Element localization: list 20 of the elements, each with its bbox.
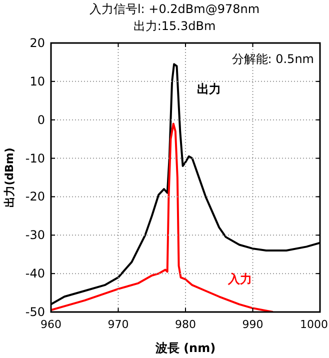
series-label: 入力: [226, 272, 252, 286]
x-tick-label: 990: [242, 318, 264, 331]
x-tick-label: 980: [175, 318, 196, 331]
x-tick-label: 970: [108, 318, 129, 331]
y-tick-label: -30: [25, 228, 45, 242]
y-tick-label: 20: [30, 36, 45, 50]
x-tick-label: 1000: [300, 318, 328, 331]
x-tick-label: 960: [40, 318, 62, 331]
y-tick-label: 0: [37, 112, 45, 127]
y-tick-label: -10: [25, 151, 45, 166]
y-tick-label: -50: [25, 305, 45, 319]
series-label: 出力: [197, 82, 222, 96]
annotation: 分解能: 0.5nm: [232, 52, 314, 66]
chart-title: 入力信号l: +0.2dBm@978nm: [89, 2, 260, 16]
x-axis-title: 波長 (nm): [154, 341, 216, 355]
y-tick-label: -20: [25, 190, 45, 204]
chart-subtitle: 出力:15.3dBm: [133, 19, 216, 33]
y-tick-label: -40: [25, 266, 45, 281]
y-axis-title: 出力(dBm): [3, 148, 16, 208]
y-tick-label: 10: [30, 74, 45, 88]
